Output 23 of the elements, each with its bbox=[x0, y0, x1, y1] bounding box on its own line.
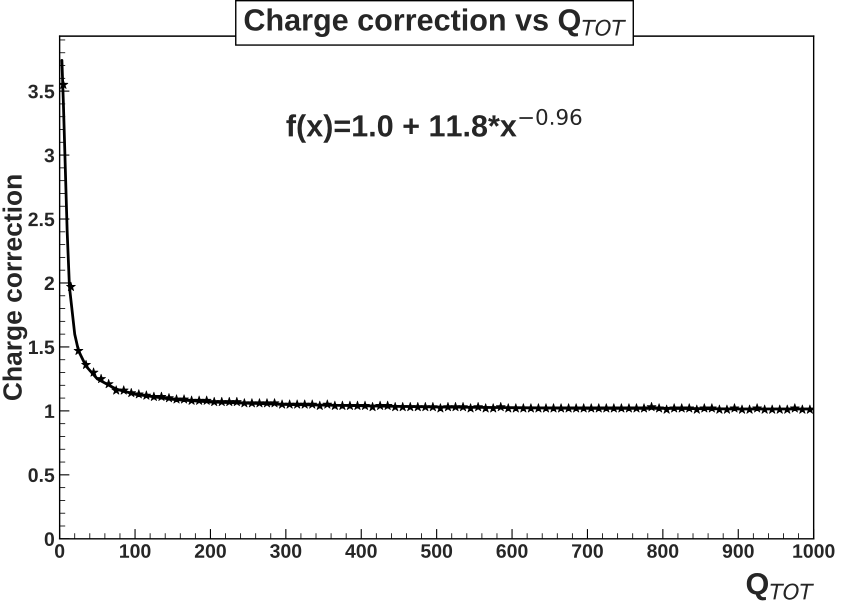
y-tick-label: 3.5 bbox=[28, 84, 54, 98]
x-tick-label: 0 bbox=[55, 544, 64, 558]
x-tick-label: 1000 bbox=[793, 544, 834, 558]
x-tick-label: 500 bbox=[421, 544, 452, 558]
y-tick-label: 3 bbox=[44, 148, 54, 162]
x-tick-label: 900 bbox=[722, 544, 754, 558]
chart-title: Charge correction vs Q$_{TOT}$ bbox=[244, 8, 626, 37]
y-tick-label: 2.5 bbox=[28, 212, 54, 226]
x-axis-title: Q$_{TOT}$ bbox=[746, 573, 814, 600]
y-tick-label: 1 bbox=[45, 404, 54, 418]
x-tick-label: 300 bbox=[270, 544, 302, 558]
annotation: f(x)=1.0 + 11.8*x$^{−0.96}$ bbox=[286, 108, 582, 143]
x-tick-label: 400 bbox=[345, 544, 377, 558]
x-tick-label: 200 bbox=[194, 544, 226, 558]
y-axis-title: Charge correction bbox=[2, 175, 28, 400]
x-tick-label: 600 bbox=[496, 544, 528, 558]
y-tick-label: 0.5 bbox=[28, 468, 54, 482]
y-tick-label: 1.5 bbox=[28, 340, 54, 354]
y-tick-label: 2 bbox=[44, 276, 54, 290]
y-tick-label: 0 bbox=[44, 532, 54, 546]
x-tick-label: 100 bbox=[120, 544, 150, 558]
x-tick-label: 700 bbox=[572, 544, 603, 558]
x-tick-label: 800 bbox=[647, 544, 678, 558]
